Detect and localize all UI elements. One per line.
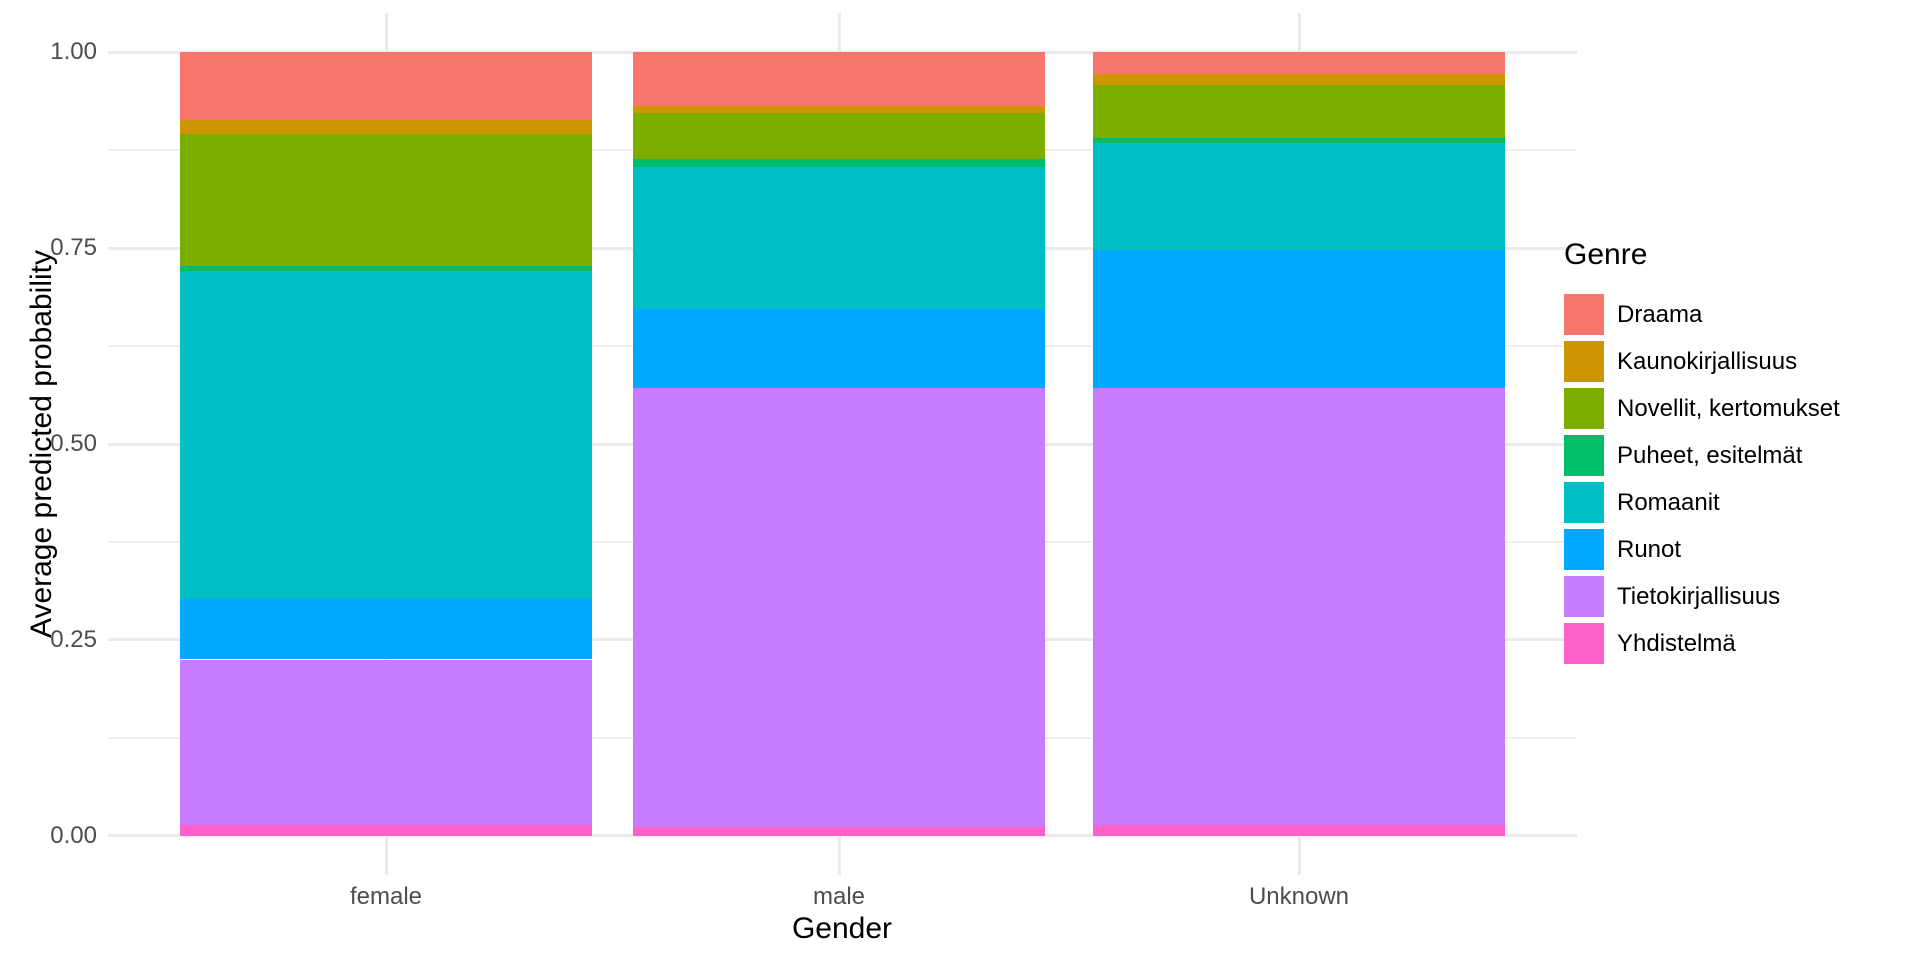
y-tick-label: 0.75 bbox=[50, 234, 97, 262]
legend-title: Genre bbox=[1564, 238, 1648, 271]
legend-key-swatch bbox=[1564, 623, 1604, 664]
x-axis-title: Gender bbox=[791, 912, 893, 945]
legend-item: Draama bbox=[1564, 294, 1840, 335]
plot-panel bbox=[108, 13, 1577, 875]
legend-item-label: Puheet, esitelmät bbox=[1617, 441, 1803, 469]
legend-key-swatch bbox=[1564, 576, 1604, 617]
bar-segment-female-tietokirjallisuus bbox=[180, 659, 592, 825]
legend-key-swatch bbox=[1564, 435, 1604, 476]
bar-segment-female-romaanit bbox=[180, 270, 592, 600]
legend-item-label: Yhdistelmä bbox=[1617, 629, 1736, 657]
bar-segment-female-kaunokirjallisuus bbox=[180, 119, 592, 135]
bar-segment-female-novellit-kertomukset bbox=[180, 134, 592, 267]
bar-segment-male-romaanit bbox=[633, 166, 1045, 310]
legend-item-label: Draama bbox=[1617, 300, 1703, 328]
bar-segment-unknown-kaunokirjallisuus bbox=[1093, 74, 1505, 86]
x-tick-label-female: female bbox=[349, 883, 423, 910]
legend-key-swatch bbox=[1564, 529, 1604, 570]
y-tick-label: 0.50 bbox=[50, 430, 97, 457]
bar-segment-male-puheet-esitelmät bbox=[633, 158, 1045, 167]
bar-segment-female-yhdistelmä bbox=[180, 824, 592, 836]
legend-key-swatch bbox=[1564, 294, 1604, 335]
bar-segment-female-runot bbox=[180, 599, 592, 660]
legend-item: Novellit, kertomukset bbox=[1564, 388, 1840, 429]
y-tick-label: 0.25 bbox=[50, 625, 97, 653]
legend-item: Kaunokirjallisuus bbox=[1564, 341, 1840, 382]
legend: Genre Draama Kaunokirjallisuus Novellit, k… bbox=[1564, 238, 1840, 670]
legend-key-swatch bbox=[1564, 341, 1604, 382]
bar-segment-unknown-tietokirjallisuus bbox=[1093, 387, 1505, 825]
legend-item-label: Tietokirjallisuus bbox=[1617, 582, 1781, 610]
bar-segment-female-puheet-esitelmät bbox=[180, 266, 592, 271]
x-tick-label-unknown: Unknown bbox=[1248, 883, 1350, 910]
bar-segment-unknown-draama bbox=[1093, 52, 1505, 75]
bar-segment-male-tietokirjallisuus bbox=[633, 388, 1045, 828]
bar-segment-male-runot bbox=[633, 309, 1045, 389]
bar-segment-female-draama bbox=[180, 52, 592, 120]
legend-items: Draama Kaunokirjallisuus Novellit, kertomu… bbox=[1564, 294, 1840, 664]
bar-segment-unknown-novellit-kertomukset bbox=[1093, 85, 1505, 139]
bar-segment-unknown-yhdistelmä bbox=[1093, 824, 1505, 836]
legend-item-label: Runot bbox=[1617, 535, 1682, 563]
legend-item-label: Kaunokirjallisuus bbox=[1617, 347, 1798, 375]
y-tick-label: 1.00 bbox=[50, 38, 97, 66]
legend-key-swatch bbox=[1564, 388, 1604, 429]
bar-segment-unknown-romaanit bbox=[1093, 143, 1505, 250]
legend-item: Runot bbox=[1564, 529, 1840, 570]
legend-key-swatch bbox=[1564, 482, 1604, 523]
legend-item: Tietokirjallisuus bbox=[1564, 576, 1840, 617]
bar-segment-unknown-puheet-esitelmät bbox=[1093, 138, 1505, 144]
y-tick-label: 0.00 bbox=[50, 821, 97, 849]
legend-item: Yhdistelmä bbox=[1564, 623, 1840, 664]
bar-segment-male-novellit-kertomukset bbox=[633, 113, 1045, 159]
legend-item: Romaanit bbox=[1564, 482, 1840, 523]
bar-segment-unknown-runot bbox=[1093, 249, 1505, 388]
bar-segment-male-yhdistelmä bbox=[633, 827, 1045, 836]
major-gridline bbox=[108, 834, 1577, 838]
bar-segment-male-draama bbox=[633, 52, 1045, 107]
bar-segment-male-kaunokirjallisuus bbox=[633, 106, 1045, 114]
x-tick-label-male: male bbox=[812, 883, 866, 910]
legend-item-label: Romaanit bbox=[1617, 488, 1720, 516]
legend-item: Puheet, esitelmät bbox=[1564, 435, 1840, 476]
legend-item-label: Novellit, kertomukset bbox=[1617, 394, 1840, 422]
